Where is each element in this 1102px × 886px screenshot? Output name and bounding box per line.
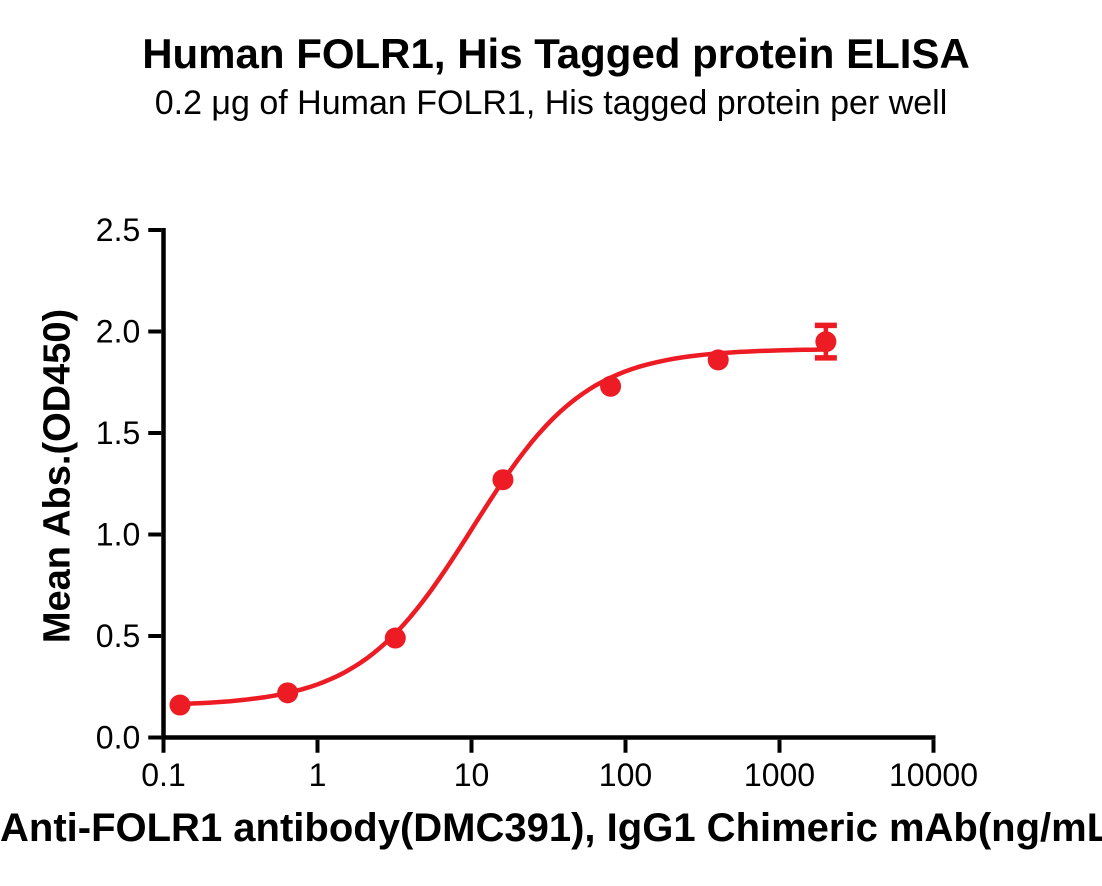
data-point bbox=[277, 682, 299, 704]
y-tick-label: 2.0 bbox=[96, 314, 140, 350]
x-tick-label: 10000 bbox=[889, 757, 978, 793]
x-tick-label: 10 bbox=[454, 757, 490, 793]
chart-subtitle: 0.2 μg of Human FOLR1, His tagged protei… bbox=[154, 84, 948, 122]
x-tick-label: 0.1 bbox=[141, 757, 185, 793]
y-tick-label: 1.0 bbox=[96, 517, 140, 553]
x-tick-label: 1000 bbox=[744, 757, 815, 793]
data-point bbox=[815, 331, 837, 353]
data-point bbox=[707, 349, 729, 371]
data-point bbox=[492, 469, 514, 491]
data-point bbox=[169, 694, 191, 716]
x-tick-label: 1 bbox=[309, 757, 327, 793]
y-tick-label: 0.5 bbox=[96, 618, 140, 654]
data-point bbox=[384, 627, 406, 649]
chart-title: Human FOLR1, His Tagged protein ELISA bbox=[142, 30, 970, 77]
fit-curve bbox=[177, 347, 829, 707]
x-tick-label: 100 bbox=[599, 757, 652, 793]
y-tick-label: 0.0 bbox=[96, 720, 140, 756]
x-axis-label: Anti-FOLR1 antibody(DMC391), IgG1 Chimer… bbox=[0, 806, 1102, 850]
data-point bbox=[600, 375, 622, 397]
y-tick-label: 2.5 bbox=[96, 212, 140, 248]
y-tick-label: 1.5 bbox=[96, 415, 140, 451]
